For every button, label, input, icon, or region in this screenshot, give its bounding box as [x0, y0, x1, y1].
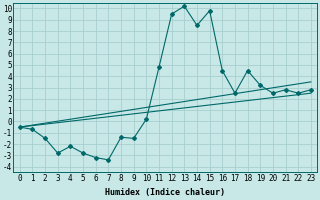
X-axis label: Humidex (Indice chaleur): Humidex (Indice chaleur) [105, 188, 225, 197]
